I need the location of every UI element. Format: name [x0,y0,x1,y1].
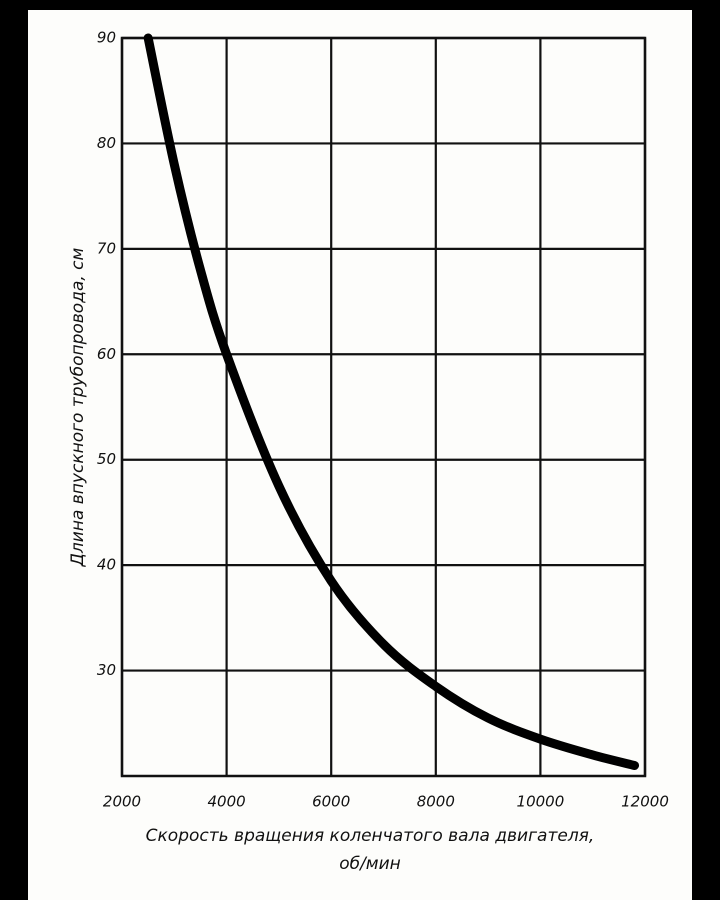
y-tick-label: 50 [97,450,116,468]
y-tick-label: 70 [97,239,116,257]
plot-frame [120,36,647,778]
y-tick-label: 30 [97,661,116,679]
curve [143,33,640,770]
x-tick-label: 4000 [208,793,246,811]
y-tick-label: 90 [97,29,116,47]
x-tick-label: 12000 [621,793,669,811]
y-tick-label: 60 [97,345,116,363]
x-tick-label: 2000 [103,793,141,811]
x-tick-label: 10000 [517,793,565,811]
x-tick-label: 8000 [417,793,455,811]
y-axis-label: Длина впускного трубопровода, см [68,247,88,567]
y-tick-label: 80 [97,134,116,152]
x-tick-label: 6000 [312,793,350,811]
x-axis-label: об/мин [339,854,401,874]
y-tick-label: 40 [97,556,116,574]
x-axis-label: Скорость вращения коленчатого вала двига… [146,826,595,846]
